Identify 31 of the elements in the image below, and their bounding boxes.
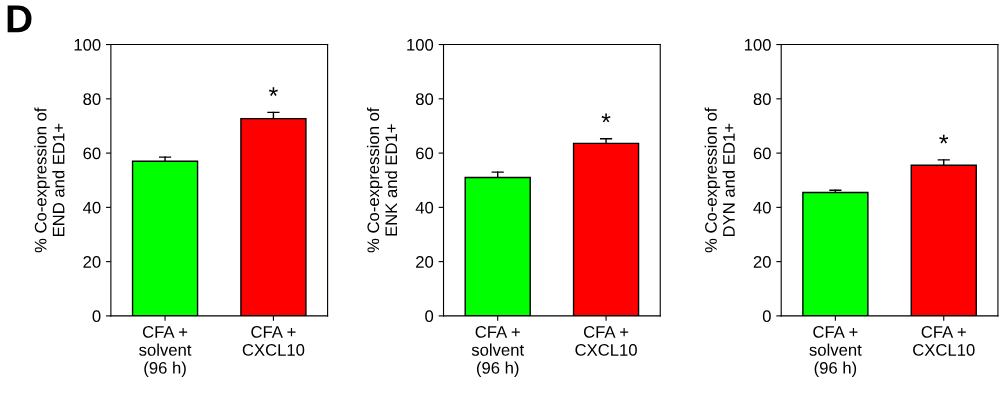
annotation: * [601, 113, 611, 123]
y-tick-label: 100 [74, 38, 101, 51]
x-tick-label: CFA + CXCL10 [575, 326, 637, 356]
y-tick-label: 100 [744, 38, 771, 51]
y-tick-label: 20 [83, 256, 101, 268]
y-tick-label: 80 [83, 93, 101, 106]
text: D [7, 5, 32, 33]
y-tick-label: 100 [407, 38, 434, 51]
x-tick-label: CFA + solvent (96 h) [139, 326, 192, 378]
y-tick-label: 0 [425, 310, 434, 323]
y-tick-label: 20 [416, 256, 434, 268]
y-tick-label: 40 [83, 201, 101, 214]
x-tick-label: CFA + CXCL10 [242, 326, 305, 356]
y-tick-label: 40 [753, 201, 771, 214]
y-axis-title: % Co-expression of END and ED1+ [34, 107, 65, 253]
y-tick-label: 0 [92, 310, 101, 323]
y-axis-title: % Co-expression of ENK and ED1+ [366, 107, 398, 253]
y-tick-label: 0 [762, 310, 771, 323]
y-tick-label: 20 [753, 256, 771, 268]
y-tick-label: 60 [753, 147, 771, 160]
y-tick-label: 60 [416, 147, 434, 160]
x-tick-label: CFA + solvent (96 h) [809, 326, 862, 378]
y-axis-title: % Co-expression of DYN and ED1+ [704, 107, 735, 253]
annotation: * [268, 87, 278, 96]
x-tick-label: CFA + solvent (96 h) [471, 326, 524, 378]
y-tick-label: 40 [415, 201, 434, 214]
y-tick-label: 60 [83, 147, 101, 160]
y-tick-label: 80 [415, 93, 434, 106]
x-tick-label: CFA + CXCL10 [913, 326, 975, 356]
annotation: * [939, 134, 949, 144]
y-tick-label: 80 [753, 93, 771, 106]
